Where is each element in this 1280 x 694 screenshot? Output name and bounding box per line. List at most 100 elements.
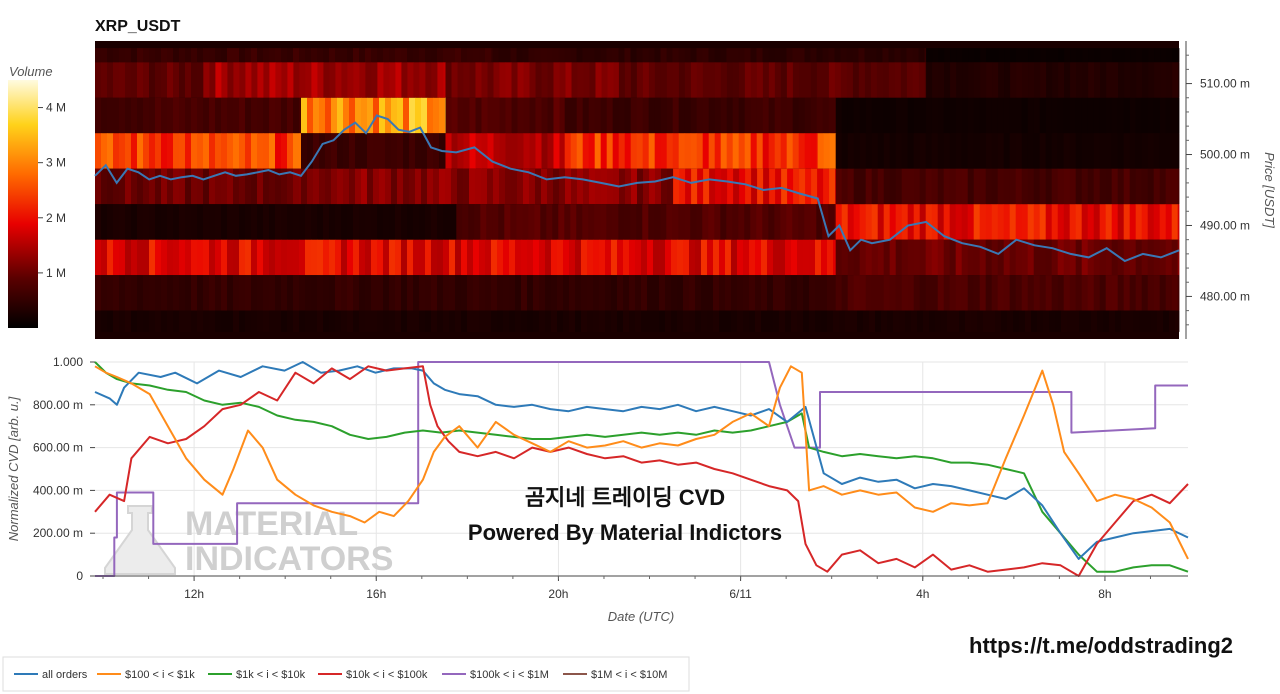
heatmap-cell bbox=[299, 239, 306, 276]
heatmap-cell bbox=[588, 48, 595, 63]
heatmap-cell bbox=[1171, 239, 1179, 276]
heatmap-cell bbox=[545, 239, 552, 276]
heatmap-cell bbox=[191, 133, 198, 169]
heatmap-cell bbox=[1063, 275, 1071, 311]
heatmap-cell bbox=[275, 310, 282, 332]
heatmap-cell bbox=[161, 133, 168, 169]
heatmap-cell bbox=[287, 62, 294, 98]
heatmap-cell bbox=[847, 204, 855, 240]
heatmap-cell bbox=[774, 133, 782, 169]
heatmap-cell bbox=[299, 168, 302, 205]
heatmap-cell bbox=[131, 62, 138, 98]
heatmap-cell bbox=[827, 310, 834, 332]
heatmap-cell bbox=[355, 168, 362, 205]
heatmap-cell bbox=[1147, 133, 1155, 169]
heatmap-cell bbox=[325, 133, 332, 169]
heatmap-cell bbox=[859, 204, 867, 240]
heatmap-cell bbox=[701, 310, 708, 332]
heatmap-cell bbox=[269, 62, 276, 98]
heatmap-cell bbox=[974, 48, 981, 63]
heatmap-cell bbox=[437, 275, 444, 311]
heatmap-cell bbox=[755, 310, 762, 332]
heatmap-cell bbox=[845, 310, 852, 332]
heatmap-cell bbox=[155, 275, 162, 311]
heatmap-cell bbox=[1099, 204, 1107, 240]
heatmap-cell bbox=[877, 133, 885, 169]
heatmap-cell bbox=[865, 97, 873, 134]
heatmap-cell bbox=[119, 310, 126, 332]
heatmap-cell bbox=[768, 133, 776, 169]
heatmap-cell bbox=[678, 133, 686, 169]
heatmap-cell bbox=[804, 97, 812, 134]
heatmap-cell bbox=[588, 97, 596, 134]
heatmap-cell bbox=[545, 275, 552, 311]
heatmap-cell bbox=[895, 97, 903, 134]
heatmap-cell bbox=[299, 275, 306, 311]
heatmap-cell bbox=[737, 275, 744, 311]
heatmap-cell bbox=[215, 168, 222, 205]
heatmap-cell bbox=[618, 133, 626, 169]
heatmap-cell bbox=[509, 239, 516, 276]
heatmap-cell bbox=[576, 204, 583, 240]
heatmap-cell bbox=[457, 97, 464, 134]
heatmap-cell bbox=[329, 204, 336, 240]
heatmap-cell bbox=[185, 133, 192, 169]
heatmap-cell bbox=[367, 133, 374, 169]
heatmap-cell bbox=[335, 275, 342, 311]
heatmap-cell bbox=[780, 48, 787, 63]
heatmap-cell bbox=[379, 97, 386, 134]
heatmap-cell bbox=[1159, 97, 1167, 134]
heatmap-title: XRP_USDT bbox=[95, 18, 181, 35]
heatmap-cell bbox=[768, 204, 775, 240]
heatmap-cell bbox=[871, 133, 879, 169]
heatmap-cell bbox=[611, 239, 618, 276]
heatmap-cell bbox=[1111, 168, 1119, 205]
heatmap-cell bbox=[365, 62, 372, 98]
heatmap-cell bbox=[497, 239, 504, 276]
heatmap-cell bbox=[367, 97, 374, 134]
heatmap-cell bbox=[810, 97, 818, 134]
heatmap-cell bbox=[756, 48, 763, 63]
heatmap-cell bbox=[595, 62, 602, 98]
heatmap-cell bbox=[233, 168, 240, 205]
heatmap-cell bbox=[1139, 310, 1146, 332]
heatmap-cell bbox=[769, 168, 776, 205]
heatmap-cell bbox=[101, 97, 108, 134]
heatmap-cell bbox=[534, 204, 541, 240]
heatmap-cell bbox=[846, 48, 853, 63]
heatmap-cell bbox=[107, 48, 114, 63]
heatmap-cell bbox=[257, 62, 264, 98]
heatmap-cell bbox=[227, 239, 234, 276]
heatmap-cell bbox=[912, 62, 920, 98]
heatmap-cell bbox=[245, 275, 252, 311]
heatmap-cell bbox=[979, 239, 987, 276]
heatmap-cell bbox=[323, 275, 330, 311]
heatmap-cell bbox=[1111, 204, 1119, 240]
heatmap-cell bbox=[529, 97, 536, 134]
heatmap-cell bbox=[648, 48, 655, 63]
heatmap-cell bbox=[835, 275, 843, 311]
heatmap-cell bbox=[931, 275, 939, 311]
heatmap-cell bbox=[1135, 168, 1143, 205]
heatmap-cell bbox=[101, 168, 108, 205]
heatmap-cell bbox=[822, 204, 829, 240]
heatmap-cell bbox=[1094, 48, 1101, 63]
heatmap-cell bbox=[499, 133, 506, 169]
heatmap-cell bbox=[1069, 204, 1077, 240]
heatmap-cell bbox=[113, 133, 120, 169]
heatmap-cell bbox=[185, 97, 192, 134]
heatmap-cell bbox=[107, 62, 114, 98]
heatmap-cell bbox=[726, 97, 734, 134]
heatmap-cell bbox=[215, 310, 222, 332]
heatmap-cell bbox=[637, 168, 644, 205]
heatmap-cell bbox=[779, 310, 786, 332]
heatmap-cell bbox=[221, 133, 228, 169]
heatmap-cell bbox=[203, 97, 210, 134]
heatmap-cell bbox=[822, 97, 830, 134]
heatmap-cell bbox=[239, 168, 246, 205]
heatmap-cell bbox=[287, 239, 294, 276]
heatmap-cell bbox=[1153, 133, 1161, 169]
heatmap-cell bbox=[767, 310, 774, 332]
heatmap-cell bbox=[587, 239, 594, 276]
heatmap-cell bbox=[443, 48, 450, 63]
